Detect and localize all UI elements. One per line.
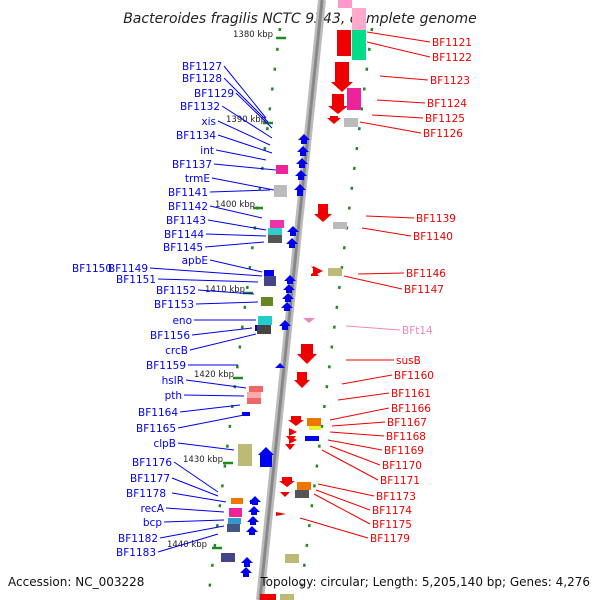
gene-label: BF1132	[180, 101, 220, 113]
gene-label: BFt14	[402, 325, 433, 337]
gene-label: BF1134	[176, 130, 216, 142]
gene-label: BF1139	[416, 213, 456, 225]
gene-label: BF1141	[168, 187, 208, 199]
left-tick-track	[206, 27, 282, 600]
gene-label: BF1137	[172, 159, 212, 171]
gene-label: BF1164	[138, 407, 178, 419]
gene-label: BF1166	[391, 403, 431, 415]
kbp-label: 1420 kbp	[194, 370, 234, 380]
kbp-labels: 1380 kbp 1390 kbp 1400 kbp 1410 kbp 1420…	[167, 30, 273, 550]
gene-label: trmE	[185, 173, 210, 185]
kbp-label: 1440 kbp	[167, 540, 207, 550]
forward-strand-genes	[240, 134, 310, 577]
gene-label: BF1179	[370, 533, 410, 545]
gene-label: BF1159	[146, 360, 186, 372]
gene-label: BF1151	[116, 274, 156, 286]
gene-label: BF1153	[154, 299, 194, 311]
gene-label: BF1150	[72, 263, 112, 275]
gene-label: BF1165	[136, 423, 176, 435]
gene-label: int	[200, 145, 214, 157]
right-tick-track	[298, 27, 374, 600]
gene-label: susB	[396, 355, 421, 367]
gene-label: BF1140	[413, 231, 453, 243]
trna-feature	[303, 318, 315, 323]
gene-label: BF1178	[126, 488, 166, 500]
gene-label: pth	[165, 390, 182, 402]
trna-connector	[345, 325, 401, 331]
gene-label: BF1146	[406, 268, 446, 280]
gene-label: recA	[140, 503, 164, 515]
gene-label: BF1129	[194, 88, 234, 100]
gene-label: bcp	[143, 517, 162, 529]
gene-label: BF1123	[430, 75, 470, 87]
gene-label: BF1160	[394, 370, 434, 382]
gene-label: eno	[172, 315, 192, 327]
gene-label: apbE	[182, 255, 208, 267]
gene-label: BF1169	[384, 445, 424, 457]
left-label-connectors	[149, 65, 277, 553]
gene-label: clpB	[153, 438, 176, 450]
reverse-strand-genes	[260, 30, 353, 600]
gene-label: BF1149	[108, 263, 148, 275]
gene-label: BF1176	[132, 457, 172, 469]
gene-label: BF1128	[182, 73, 222, 85]
gene-label: xis	[201, 116, 216, 128]
gene-label: BF1126	[423, 128, 463, 140]
gene-label: BF1152	[156, 285, 196, 297]
gene-label: BF1173	[376, 491, 416, 503]
gene-label: hslR	[162, 375, 184, 387]
gene-label: BF1127	[182, 61, 222, 73]
kbp-label: 1390 kbp	[226, 115, 266, 125]
gene-label: BF1147	[404, 284, 444, 296]
kbp-label: 1380 kbp	[233, 30, 273, 40]
gene-label: BF1145	[163, 242, 203, 254]
gene-label: BF1182	[118, 533, 158, 545]
gene-label: BF1174	[372, 505, 412, 517]
right-label-connectors	[299, 31, 431, 539]
gene-label: BF1161	[391, 388, 431, 400]
gene-label: BF1125	[425, 113, 465, 125]
map-title: Bacteroides fragilis NCTC 9343, complete…	[123, 11, 477, 27]
gene-label: BF1121	[432, 37, 472, 49]
gene-label: BF1170	[382, 460, 422, 472]
gene-label: BF1143	[166, 215, 206, 227]
left-gene-labels: BF1127 BF1128 BF1129 BF1132 xis BF1134 i…	[72, 61, 234, 559]
gene-label: BF1177	[130, 473, 170, 485]
kbp-label: 1410 kbp	[205, 285, 245, 295]
accession-text: Accession: NC_003228	[8, 575, 144, 589]
gene-label: BF1156	[150, 330, 190, 342]
gene-label: BF1144	[164, 229, 204, 241]
kbp-label: 1400 kbp	[215, 200, 255, 210]
forward-strand-features	[221, 165, 288, 562]
gene-label: BF1167	[387, 417, 427, 429]
gene-label: BF1124	[427, 98, 467, 110]
reverse-strand-features	[280, 0, 366, 600]
gene-label: BF1122	[432, 52, 472, 64]
right-gene-labels: BF1121 BF1122 BF1123 BF1124 BF1125 BF112…	[370, 37, 472, 545]
gene-label: BF1183	[116, 547, 156, 559]
gene-label: crcB	[165, 345, 188, 357]
kbp-label: 1430 kbp	[183, 455, 223, 465]
gene-label: BF1171	[380, 475, 420, 487]
gene-label: BF1175	[372, 519, 412, 531]
gene-label: BF1168	[386, 431, 426, 443]
kbp-ruler-ticks	[212, 36, 286, 550]
gene-label: BF1142	[168, 201, 208, 213]
topology-text: Topology: circular; Length: 5,205,140 bp…	[259, 575, 590, 589]
